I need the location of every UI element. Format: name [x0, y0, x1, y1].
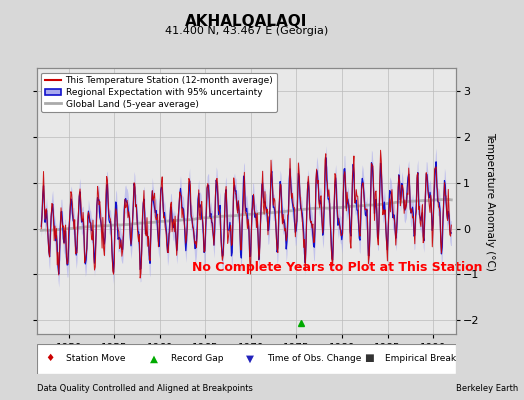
Text: No Complete Years to Plot at This Station: No Complete Years to Plot at This Statio… — [192, 261, 482, 274]
Text: ▼: ▼ — [246, 354, 254, 363]
Y-axis label: Temperature Anomaly (°C): Temperature Anomaly (°C) — [485, 132, 495, 270]
Text: Empirical Break: Empirical Break — [385, 354, 456, 363]
FancyBboxPatch shape — [37, 344, 456, 374]
Text: Berkeley Earth: Berkeley Earth — [456, 384, 518, 393]
Text: ▲: ▲ — [150, 354, 158, 363]
Text: Time of Obs. Change: Time of Obs. Change — [267, 354, 362, 363]
Text: Data Quality Controlled and Aligned at Breakpoints: Data Quality Controlled and Aligned at B… — [37, 384, 253, 393]
Text: ■: ■ — [364, 354, 374, 363]
Text: ♦: ♦ — [45, 354, 54, 363]
Legend: This Temperature Station (12-month average), Regional Expectation with 95% uncer: This Temperature Station (12-month avera… — [41, 72, 277, 112]
Text: Station Move: Station Move — [66, 354, 126, 363]
Text: AKHALQALAQI: AKHALQALAQI — [185, 14, 308, 29]
Text: Record Gap: Record Gap — [171, 354, 223, 363]
Text: 41.400 N, 43.467 E (Georgia): 41.400 N, 43.467 E (Georgia) — [165, 26, 328, 36]
